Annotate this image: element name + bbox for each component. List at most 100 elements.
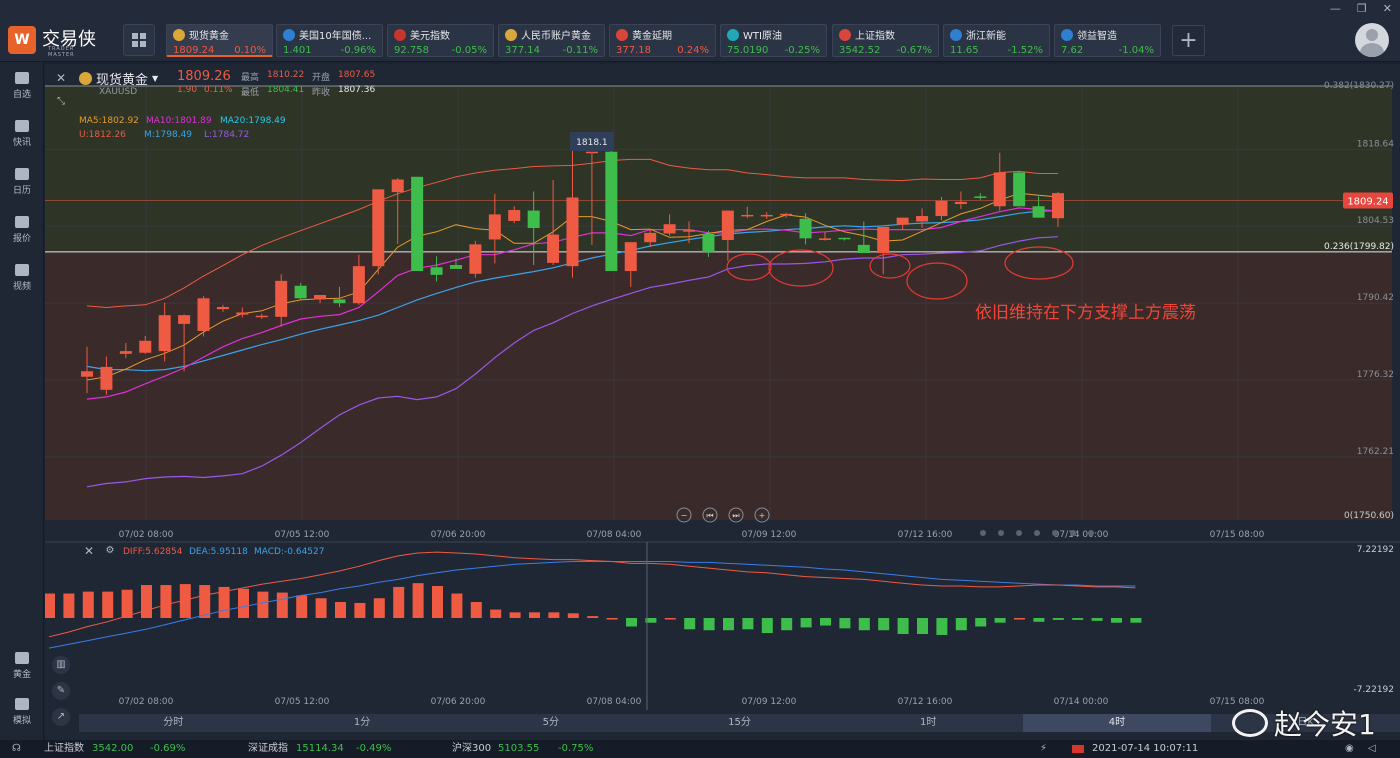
status-bar: ☊ 上证指数 3542.00 -0.69% 深证成指 15114.34 -0.4…	[0, 740, 1400, 758]
x-tick-label: 07/12 16:00	[898, 530, 953, 540]
close-chart-icon[interactable]: ✕	[55, 71, 67, 85]
hs300-label: 沪深300	[452, 743, 492, 754]
candle-body	[178, 315, 191, 324]
signal-icon[interactable]: ⚡	[1040, 743, 1048, 754]
macd-bar	[1072, 618, 1084, 620]
ticker-name: 美国10年国债...	[299, 31, 372, 42]
macd-bar	[354, 602, 366, 618]
ticker-change: -0.25%	[784, 45, 820, 56]
timeframe-tab[interactable]: 1时	[920, 717, 937, 728]
candle-body	[469, 244, 482, 274]
sidebar-item-label: 快讯	[12, 138, 31, 148]
candle-body	[799, 218, 812, 239]
weibo-logo-icon	[1232, 709, 1268, 737]
prev-close-label: 昨收	[312, 88, 331, 98]
candle-body	[605, 151, 618, 272]
ticker-card[interactable]: WTI原油 75.0190 -0.25%	[720, 24, 827, 57]
expand-icon[interactable]: ⤡	[57, 96, 65, 107]
ticker-price: 1809.24	[173, 45, 215, 56]
headset-icon[interactable]: ☊	[12, 743, 21, 754]
macd-bar	[257, 591, 269, 618]
ticker-card[interactable]: 人民币账户黄金 377.14 -0.11%	[498, 24, 605, 57]
close-window-icon[interactable]: ✕	[1382, 2, 1392, 15]
gear-icon[interactable]: ⚙	[105, 545, 115, 556]
chart-canvas[interactable]: 依旧维持在下方支撑上方震荡 1818.1 0.382(1830.27) 0.236(1…	[45, 64, 1400, 740]
macd-bar	[1014, 618, 1025, 620]
bar-chart-icon	[950, 28, 962, 41]
sidebar-item[interactable]: 日历	[0, 168, 44, 196]
scroll-dot	[1016, 530, 1022, 536]
sound-icon[interactable]: ◁	[1368, 743, 1376, 754]
macd-bar	[199, 585, 211, 618]
macd-y-tick: -7.22192	[1354, 685, 1394, 695]
high-label: 最高	[241, 73, 260, 83]
boll-upper-legend: U:1812.26	[79, 130, 126, 140]
ticker-card[interactable]: 黄金延期 377.18 0.24%	[609, 24, 716, 57]
high-value: 1810.22	[267, 70, 305, 80]
sidebar-item-label: 视频	[12, 282, 31, 292]
quote-price: 1809.26	[177, 69, 231, 84]
macd-bar	[121, 589, 133, 618]
ticker-card[interactable]: 美国10年国债... 1.401 -0.96%	[276, 24, 383, 57]
indicator-tool-icon[interactable]: ▥	[52, 656, 70, 674]
timeframe-tab[interactable]: 日K	[1297, 717, 1314, 728]
ticker-name: 黄金延期	[632, 31, 672, 42]
sidebar-item[interactable]: 黄金	[0, 652, 44, 680]
ticker-change: -0.05%	[451, 45, 487, 56]
ticker-card[interactable]: 现货黄金 1809.24 0.10%	[166, 24, 273, 57]
scroll-dot	[998, 530, 1004, 536]
upper-zone	[45, 86, 1392, 252]
timeframe-tab[interactable]: 分时	[163, 717, 184, 728]
add-ticker-button[interactable]: +	[1172, 25, 1205, 56]
avatar[interactable]	[1355, 23, 1389, 57]
ma10-legend: MA10:1801.89	[146, 116, 212, 126]
macd-x-tick: 07/15 08:00	[1210, 697, 1265, 707]
minimize-icon[interactable]: —	[1329, 2, 1341, 15]
macd-bar	[975, 618, 987, 627]
ticker-card[interactable]: 浙江新能 11.65 -1.52%	[943, 24, 1050, 57]
timeframe-tab[interactable]: 4时	[1022, 714, 1212, 732]
sidebar-item[interactable]: 快讯	[0, 120, 44, 148]
sidebar-item[interactable]: 自选	[0, 72, 44, 100]
draw-tool-icon[interactable]: ✎	[52, 682, 70, 700]
sse-change: -0.69%	[150, 743, 186, 754]
macd-bar	[509, 612, 521, 618]
candle-body	[644, 232, 657, 243]
macd-x-tick: 07/02 08:00	[119, 697, 174, 707]
ticker-name: 美元指数	[410, 31, 450, 42]
line-tool-icon[interactable]: ↗	[52, 708, 70, 726]
quote-change-pct: 0.11%	[204, 85, 233, 95]
macd-bar	[1111, 618, 1122, 623]
sidebar-item[interactable]: 视频	[0, 264, 44, 292]
support-circle-annotation	[906, 262, 968, 300]
maximize-icon[interactable]: ❐	[1356, 2, 1367, 15]
scroll-dot	[1034, 530, 1040, 536]
timeframe-tab[interactable]: 1分	[353, 717, 371, 728]
macd-bar	[335, 601, 346, 618]
close-macd-icon[interactable]: ✕	[83, 544, 95, 558]
macd-dea-line	[48, 561, 1136, 649]
wallet-icon	[15, 698, 29, 710]
symbol-selector[interactable]: 现货黄金 ▼	[79, 69, 158, 88]
ticker-change: 0.24%	[677, 45, 709, 56]
timeframe-tab[interactable]: 15分	[728, 717, 751, 728]
zoom-control-glyph: +	[759, 511, 766, 520]
ticker-name: 现货黄金	[189, 31, 229, 42]
ticker-card[interactable]: 上证指数 3542.52 -0.67%	[832, 24, 939, 57]
ticker-card[interactable]: 领益智造 7.62 -1.04%	[1054, 24, 1161, 57]
ticker-card[interactable]: 美元指数 92.758 -0.05%	[387, 24, 494, 57]
timeframe-tab[interactable]: 5分	[542, 717, 559, 728]
boll-middle-legend: M:1798.49	[144, 130, 193, 140]
scroll-dot	[1088, 530, 1094, 536]
lower-zone	[45, 251, 1392, 520]
watermark: 赵今安1	[1232, 703, 1376, 743]
ticker-name: 人民币账户黄金	[521, 31, 591, 42]
zoom-out-icon	[676, 507, 692, 523]
camera-icon[interactable]: ◉	[1345, 743, 1354, 754]
macd-bar	[781, 618, 793, 631]
sidebar-item[interactable]: 模拟	[0, 698, 44, 726]
macd-bar	[645, 618, 657, 623]
sidebar-item[interactable]: 报价	[0, 216, 44, 244]
grid-menu-icon[interactable]	[123, 24, 155, 56]
support-circle-annotation	[726, 253, 772, 281]
